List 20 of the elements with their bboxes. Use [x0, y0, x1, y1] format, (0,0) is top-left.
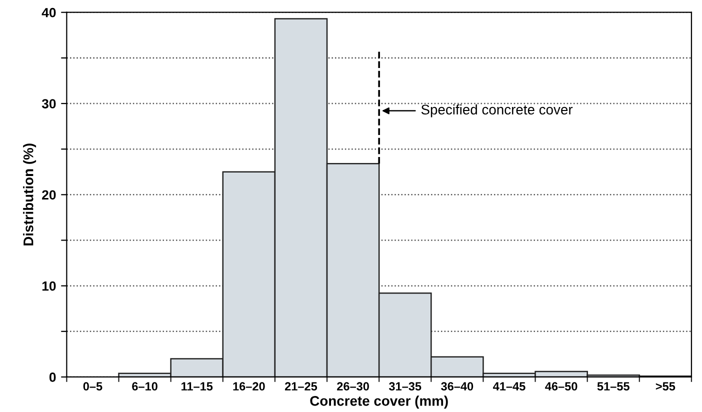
x-tick-label: 0–5	[83, 382, 102, 391]
x-tick-label: 41–45	[493, 382, 526, 391]
x-tick-label: 31–35	[388, 382, 422, 391]
x-tick-label: 46–50	[545, 382, 578, 391]
x-tick-label: 51–55	[597, 382, 630, 391]
x-tick-label: 16–20	[233, 382, 265, 391]
x-tick-label: >55	[656, 382, 676, 391]
x-tick-label: 26–30	[337, 382, 369, 391]
x-axis-title: Concrete cover (mm)	[310, 396, 448, 409]
x-tick-label: 6–10	[132, 382, 158, 391]
x-tick-label: 36–40	[441, 382, 474, 391]
y-tick-label: 20	[42, 190, 56, 200]
x-tick-label: 11–15	[182, 382, 213, 391]
annotation: Specified concrete cover	[421, 104, 573, 118]
y-tick-label: 10	[42, 281, 56, 291]
y-tick-label: 30	[42, 99, 56, 108]
y-tick-label: 40	[42, 8, 56, 18]
x-tick-label: 21–25	[284, 382, 318, 391]
y-tick-label: 0	[49, 372, 56, 382]
y-axis-title: Distribution (%)	[23, 144, 36, 246]
